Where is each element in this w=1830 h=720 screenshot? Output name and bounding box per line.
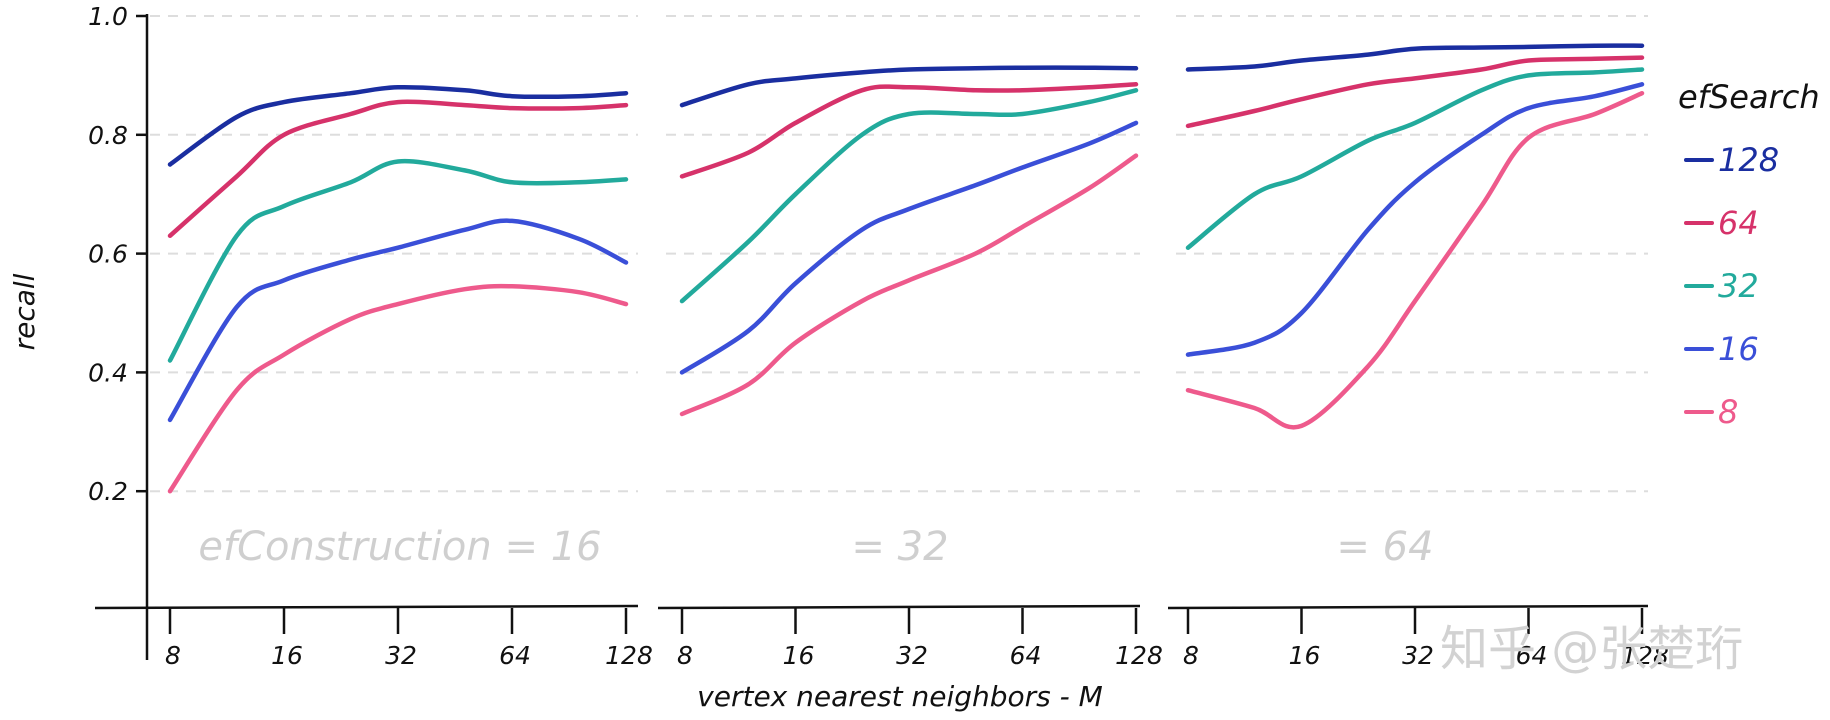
series-line-128 bbox=[679, 65, 1139, 108]
x-tick-label: 32 bbox=[385, 641, 417, 670]
y-tick-label: 1.0 bbox=[88, 2, 128, 31]
series-line-128 bbox=[167, 84, 629, 167]
panel-labels: efConstruction = 16 = 32 = 64 bbox=[198, 524, 1433, 570]
x-axis-line bbox=[657, 604, 1141, 610]
x-tick-label: 16 bbox=[783, 641, 815, 670]
panel-label: efConstruction = 16 bbox=[198, 524, 601, 570]
y-tick-label: 0.2 bbox=[88, 477, 128, 506]
series-line-8 bbox=[679, 153, 1139, 417]
legend-label: 16 bbox=[1718, 330, 1759, 368]
legend-label: 128 bbox=[1718, 141, 1779, 179]
series-line-8 bbox=[1185, 90, 1645, 430]
x-tick-label: 16 bbox=[1289, 641, 1321, 670]
series-lines bbox=[167, 43, 1645, 494]
series-line-64 bbox=[167, 99, 629, 239]
y-tick-label: 0.4 bbox=[88, 358, 128, 387]
legend: efSearch 128 64 32 16 8 bbox=[1678, 78, 1820, 431]
series-line-128 bbox=[1185, 43, 1645, 72]
legend-label: 32 bbox=[1718, 267, 1759, 305]
x-tick-label: 16 bbox=[271, 641, 303, 670]
panel-label: = 32 bbox=[851, 524, 948, 570]
x-tick-label: 128 bbox=[1621, 641, 1669, 670]
series-line-16 bbox=[679, 120, 1139, 375]
x-tick-label: 128 bbox=[605, 641, 653, 670]
series-line-32 bbox=[1185, 67, 1645, 250]
series-line-32 bbox=[167, 158, 629, 363]
x-axis-line bbox=[1167, 604, 1649, 610]
series-line-16 bbox=[167, 218, 629, 423]
legend-label: 8 bbox=[1718, 393, 1738, 431]
series-line-32 bbox=[679, 88, 1139, 304]
series-line-8 bbox=[167, 283, 629, 494]
y-tick-label: 0.8 bbox=[88, 121, 128, 150]
panel-label: = 64 bbox=[1336, 524, 1433, 570]
x-axis-line bbox=[94, 604, 639, 610]
x-tick-label: 64 bbox=[1516, 641, 1548, 670]
x-tick-label: 8 bbox=[1183, 641, 1199, 670]
x-tick-label: 64 bbox=[499, 641, 531, 670]
series-line-64 bbox=[1185, 55, 1645, 129]
legend-label: 64 bbox=[1718, 204, 1759, 242]
series-line-64 bbox=[679, 82, 1139, 179]
x-tick-label: 128 bbox=[1115, 641, 1163, 670]
series-line-16 bbox=[1185, 82, 1645, 357]
y-tick-label: 0.6 bbox=[88, 240, 128, 269]
panel-series-group bbox=[679, 65, 1139, 417]
x-tick-label: 8 bbox=[677, 641, 693, 670]
panel-series-group bbox=[167, 84, 629, 494]
x-axis-title: vertex nearest neighbors - M bbox=[697, 680, 1103, 713]
legend-title: efSearch bbox=[1678, 78, 1820, 116]
watermark-text: 知乎 @张楚珩 bbox=[1440, 621, 1743, 677]
y-axis-title: recall bbox=[8, 273, 41, 350]
x-tick-label: 32 bbox=[896, 641, 928, 670]
grid-lines bbox=[150, 15, 1648, 493]
axes: 0.2 0.4 0.6 0.8 1.0 8 16 32 64 128 8 16 32 64 128 8 16 32… bbox=[88, 2, 1669, 670]
panel-series-group bbox=[1185, 43, 1645, 430]
x-tick-label: 64 bbox=[1010, 641, 1042, 670]
x-tick-label: 8 bbox=[165, 641, 181, 670]
x-tick-label: 32 bbox=[1402, 641, 1434, 670]
